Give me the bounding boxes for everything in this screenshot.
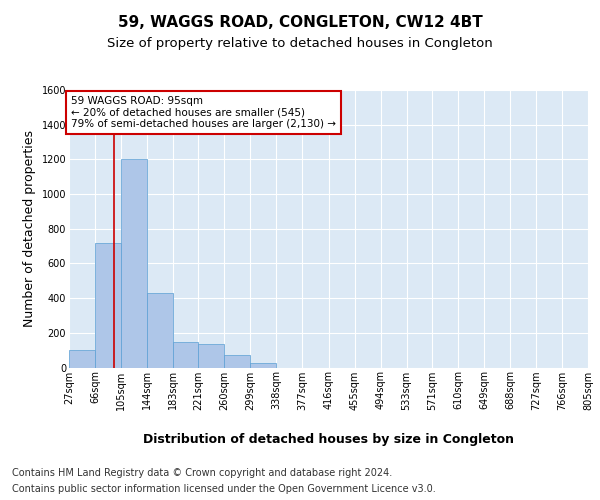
Bar bbox=[121, 160, 147, 368]
Text: 59 WAGGS ROAD: 95sqm
← 20% of detached houses are smaller (545)
79% of semi-deta: 59 WAGGS ROAD: 95sqm ← 20% of detached h… bbox=[71, 96, 336, 130]
Text: 59, WAGGS ROAD, CONGLETON, CW12 4BT: 59, WAGGS ROAD, CONGLETON, CW12 4BT bbox=[118, 15, 482, 30]
Bar bbox=[147, 293, 173, 368]
Text: Contains public sector information licensed under the Open Government Licence v3: Contains public sector information licen… bbox=[12, 484, 436, 494]
Bar bbox=[250, 363, 277, 368]
Bar bbox=[199, 344, 224, 368]
Y-axis label: Number of detached properties: Number of detached properties bbox=[23, 130, 36, 327]
Bar bbox=[69, 350, 95, 368]
Bar bbox=[224, 356, 250, 368]
Text: Size of property relative to detached houses in Congleton: Size of property relative to detached ho… bbox=[107, 38, 493, 51]
Text: Contains HM Land Registry data © Crown copyright and database right 2024.: Contains HM Land Registry data © Crown c… bbox=[12, 468, 392, 477]
Text: Distribution of detached houses by size in Congleton: Distribution of detached houses by size … bbox=[143, 432, 514, 446]
Bar bbox=[95, 242, 121, 368]
Bar bbox=[173, 342, 199, 367]
